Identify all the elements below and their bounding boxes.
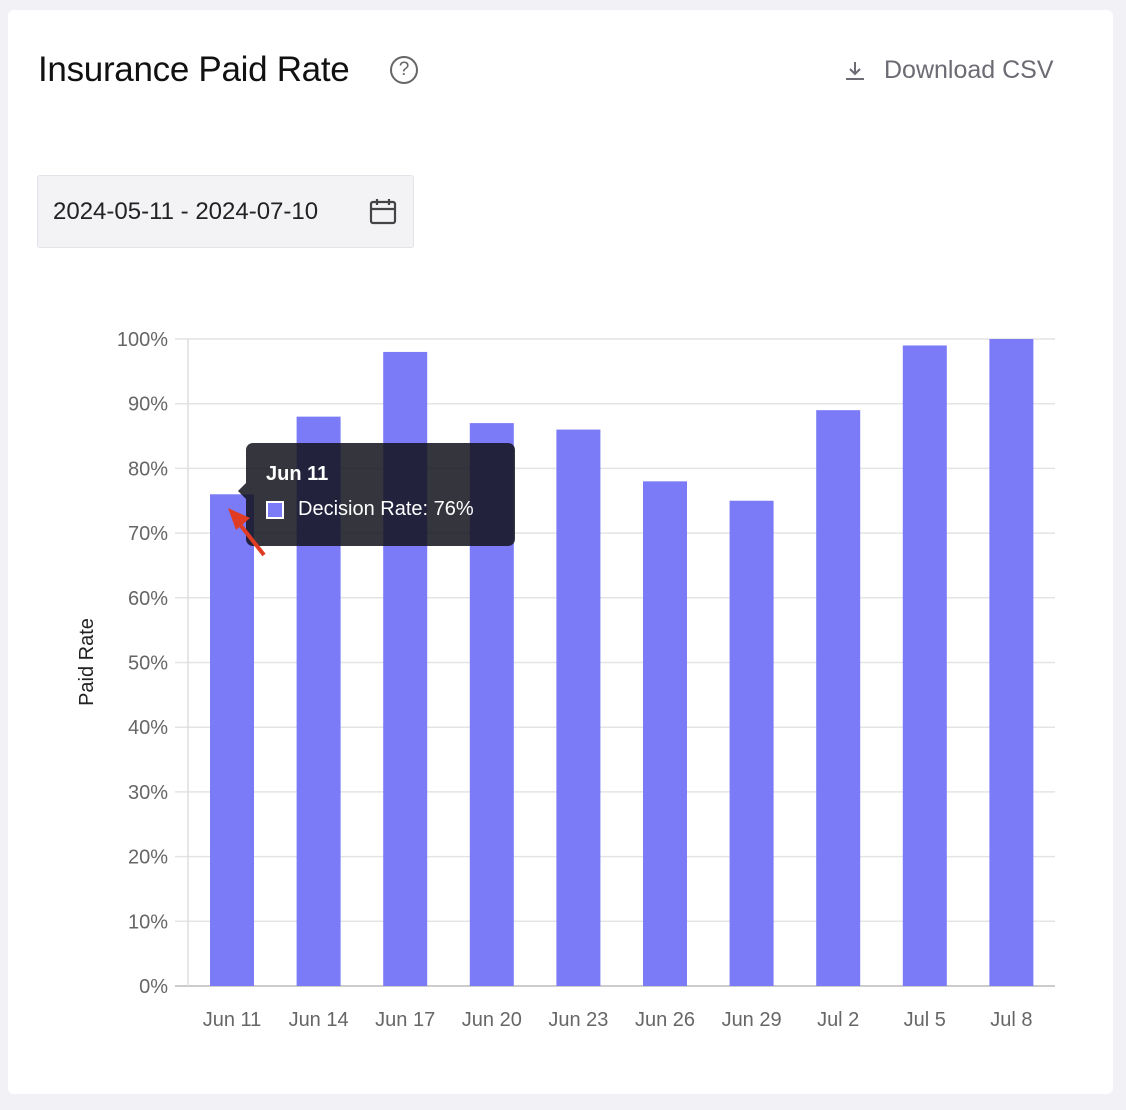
page-title: Insurance Paid Rate: [38, 50, 350, 89]
x-tick-label: Jun 29: [722, 1009, 782, 1031]
date-range-value: 2024-05-11 - 2024-07-10: [53, 197, 319, 225]
download-csv-label: Download CSV: [884, 56, 1054, 84]
y-axis-title: Paid Rate: [76, 618, 98, 706]
x-tick-label: Jul 5: [904, 1009, 946, 1031]
y-tick-label: 10%: [128, 911, 168, 933]
bar: [729, 500, 774, 986]
y-tick-label: 40%: [128, 717, 168, 739]
x-tick-label: Jul 8: [990, 1009, 1032, 1031]
bar: [643, 481, 687, 986]
x-tick-label: Jun 26: [635, 1009, 695, 1031]
tooltip-label: Decision Rate: 76%: [298, 498, 474, 520]
download-icon: [846, 61, 864, 80]
bar: [816, 410, 861, 986]
x-tick-label: Jul 2: [817, 1009, 859, 1031]
tooltip: Jun 11 Decision Rate: 76%: [238, 443, 515, 546]
y-tick-label: 90%: [128, 394, 168, 416]
x-tick-label: Jun 23: [548, 1009, 608, 1031]
x-tick-label: Jun 11: [203, 1009, 262, 1031]
download-csv-button[interactable]: Download CSV: [844, 56, 1054, 85]
x-tick-label: Jun 20: [462, 1009, 522, 1031]
x-tick-label: Jun 14: [289, 1009, 349, 1031]
question-circle-icon[interactable]: ?: [390, 56, 418, 84]
y-tick-label: 100%: [117, 329, 168, 351]
tooltip-title: Jun 11: [266, 463, 329, 485]
date-range-picker[interactable]: 2024-05-11 - 2024-07-10: [37, 175, 414, 248]
tooltip-swatch: [266, 500, 284, 519]
cursor-arrow-icon: [228, 508, 266, 557]
y-tick-label: 50%: [128, 653, 168, 675]
y-tick-label: 60%: [128, 588, 168, 610]
x-tick-label: Jun 17: [375, 1009, 435, 1031]
bar: [210, 494, 254, 986]
y-tick-label: 80%: [128, 458, 168, 480]
y-tick-label: 0%: [139, 976, 168, 998]
bar: [989, 339, 1034, 986]
calendar-icon[interactable]: [369, 198, 397, 226]
y-tick-label: 30%: [128, 782, 168, 804]
y-tick-label: 20%: [128, 847, 168, 869]
bar: [556, 429, 601, 987]
bar: [902, 345, 947, 987]
y-tick-label: 70%: [128, 523, 168, 545]
